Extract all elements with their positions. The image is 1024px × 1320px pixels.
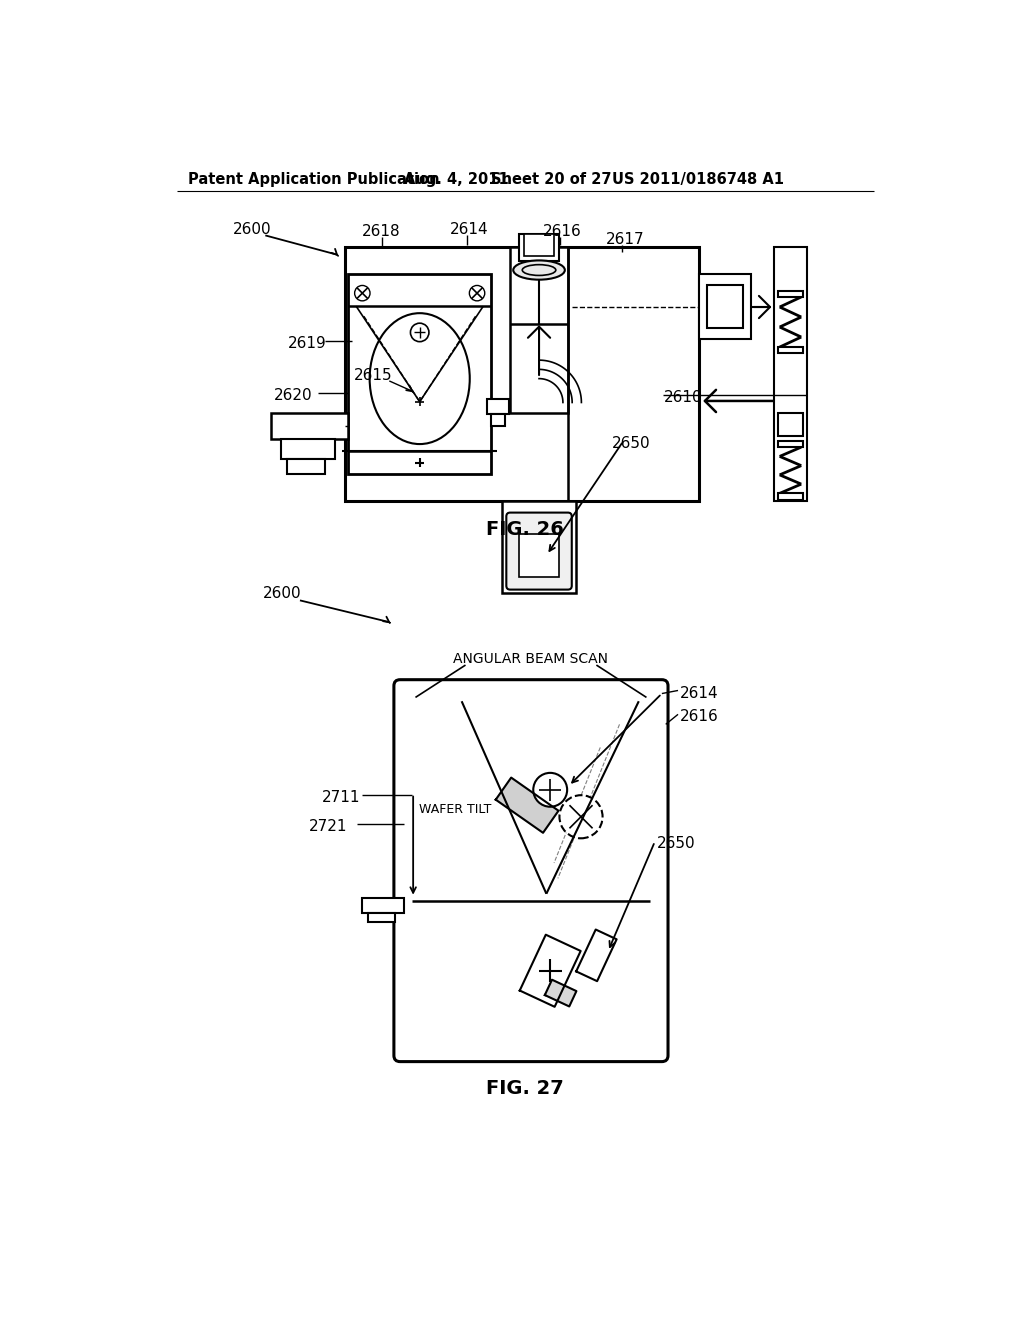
Text: WAFER TILT: WAFER TILT — [419, 803, 492, 816]
Bar — [519, 234, 559, 261]
Text: 2616: 2616 — [543, 224, 582, 239]
Bar — [707, 285, 743, 327]
Text: 2650: 2650 — [656, 836, 695, 851]
Text: 2650: 2650 — [611, 436, 650, 451]
Bar — [348, 275, 490, 474]
Text: 2614: 2614 — [680, 686, 718, 701]
Bar — [510, 247, 568, 412]
Bar — [698, 275, 752, 339]
Bar — [368, 913, 394, 923]
Text: FIG. 27: FIG. 27 — [486, 1078, 563, 1098]
Text: 2610: 2610 — [665, 389, 702, 405]
Text: US 2011/0186748 A1: US 2011/0186748 A1 — [611, 173, 783, 187]
Text: 2619: 2619 — [288, 335, 327, 351]
Text: 2615: 2615 — [354, 368, 392, 383]
Polygon shape — [545, 979, 577, 1006]
Text: 2620: 2620 — [273, 388, 312, 403]
Bar — [281, 440, 335, 459]
Bar — [778, 494, 803, 499]
Text: Aug. 4, 2011: Aug. 4, 2011 — [403, 173, 509, 187]
Text: 2600: 2600 — [233, 222, 271, 236]
Bar — [490, 414, 505, 425]
Text: Sheet 20 of 27: Sheet 20 of 27 — [490, 173, 611, 187]
Text: FIG. 26: FIG. 26 — [485, 520, 564, 539]
Text: 2600: 2600 — [263, 586, 302, 601]
FancyBboxPatch shape — [506, 512, 571, 590]
Text: 2614: 2614 — [451, 222, 488, 236]
Polygon shape — [496, 777, 558, 833]
Bar — [778, 441, 803, 447]
Text: 2618: 2618 — [361, 224, 400, 239]
Bar — [519, 535, 559, 577]
Text: 2711: 2711 — [322, 789, 360, 805]
Bar — [287, 459, 326, 474]
Bar — [271, 412, 348, 440]
FancyBboxPatch shape — [394, 680, 668, 1061]
Ellipse shape — [513, 260, 565, 280]
Bar — [778, 413, 803, 436]
Bar — [361, 898, 403, 913]
Bar — [778, 347, 803, 354]
Text: 2721: 2721 — [309, 820, 348, 834]
Circle shape — [534, 774, 567, 807]
Polygon shape — [520, 935, 581, 1007]
Polygon shape — [577, 929, 616, 981]
Bar — [778, 290, 803, 297]
Text: 2616: 2616 — [680, 709, 718, 725]
Text: 2617: 2617 — [605, 232, 644, 247]
Bar — [773, 247, 807, 502]
Bar — [503, 502, 575, 594]
Circle shape — [559, 795, 602, 838]
Text: Patent Application Publication: Patent Application Publication — [188, 173, 440, 187]
Text: ANGULAR BEAM SCAN: ANGULAR BEAM SCAN — [454, 652, 608, 665]
Bar — [523, 234, 554, 256]
Bar — [487, 399, 509, 414]
Bar — [345, 247, 698, 502]
